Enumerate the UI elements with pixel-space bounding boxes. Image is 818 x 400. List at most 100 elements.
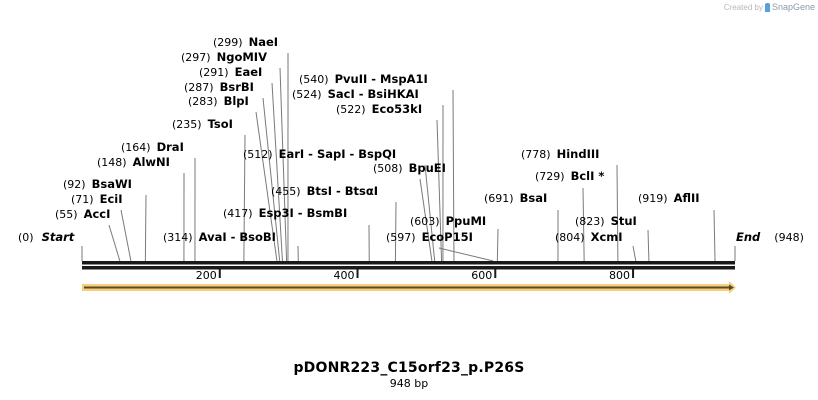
site-leader-line <box>419 178 433 262</box>
site-label[interactable]: (919) AflII <box>638 191 700 205</box>
enzyme-name: BlpI <box>224 94 249 108</box>
ruler-tick <box>356 269 359 278</box>
site-position: (540) <box>299 73 329 86</box>
site-label[interactable]: (297) NgoMIV <box>181 50 267 64</box>
site-position: (508) <box>373 162 403 175</box>
site-labels: (55) AccI(71) EciI (92) BsaWI (148) AlwNI(164)… <box>18 35 804 244</box>
site-position: (524) <box>292 88 322 101</box>
site-label[interactable]: (55) AccI <box>55 207 110 221</box>
site-leader-line <box>713 209 716 262</box>
site-leader-line <box>616 164 619 262</box>
enzyme-name: Eco53kI <box>372 102 423 116</box>
snapgene-credit: Created by SnapGene <box>724 2 815 12</box>
site-label[interactable]: (524) SacI - BsiHKAI <box>292 87 419 101</box>
site-leader-line <box>262 97 281 262</box>
site-leader-line <box>144 194 147 262</box>
site-label[interactable]: (691) BsaI <box>484 191 547 205</box>
site-label[interactable]: (71) EciI <box>71 192 123 206</box>
site-label[interactable]: (597) EcoP15I <box>386 230 473 244</box>
site-position: (283) <box>188 95 218 108</box>
site-position: (597) <box>386 231 416 244</box>
enzyme-name: PvuII - MspA1I <box>335 72 428 86</box>
site-position: (778) <box>521 148 551 161</box>
site-position: (804) <box>555 231 585 244</box>
enzyme-name: BclI * <box>571 169 605 183</box>
site-position: (691) <box>484 192 514 205</box>
site-label[interactable]: (287) BsrBI <box>184 80 254 94</box>
site-label[interactable]: (235) TsoI <box>172 117 233 131</box>
enzyme-name: EcoP15I <box>422 230 473 244</box>
feature-arrow[interactable] <box>82 281 736 294</box>
site-label[interactable]: (314) AvaI - BsoBI <box>163 230 276 244</box>
site-position: (235) <box>172 118 202 131</box>
site-leader-line <box>255 111 278 262</box>
enzyme-name: DraI <box>157 140 184 154</box>
site-label[interactable]: (729) BclI * <box>535 169 604 183</box>
site-position: (919) <box>638 192 668 205</box>
site-label[interactable]: (299) NaeI <box>213 35 278 49</box>
site-position: (71) <box>71 193 94 206</box>
site-position: (164) <box>121 141 151 154</box>
arrow-right-icon <box>729 284 734 291</box>
site-label[interactable]: (283) BlpI <box>188 94 249 108</box>
site-position: (92) <box>63 178 86 191</box>
site-leader-line <box>582 187 585 262</box>
site-leader-line <box>271 82 283 262</box>
enzyme-name: EarI - SapI - BspQI <box>279 147 397 161</box>
site-leader-line <box>452 89 455 262</box>
site-leader-line <box>647 229 650 262</box>
site-position: (823) <box>575 215 605 228</box>
site-leader-line <box>424 164 436 262</box>
site-position: (299) <box>213 36 243 49</box>
ruler-tick <box>218 269 221 278</box>
site-leader-line <box>632 245 637 262</box>
site-leader-line <box>436 119 443 262</box>
enzyme-name: AflII <box>674 191 700 205</box>
site-label[interactable]: (92) BsaWI <box>63 177 132 191</box>
enzyme-name: HindIII <box>557 147 600 161</box>
enzyme-name: TsoI <box>208 117 233 131</box>
ruler-tick <box>632 269 635 278</box>
site-label[interactable]: (417) Esp3I - BsmBI <box>223 206 347 220</box>
enzyme-name: AlwNI <box>133 155 170 169</box>
site-leader-lines <box>81 52 736 262</box>
enzyme-name: AccI <box>84 207 111 221</box>
site-label[interactable]: (164) DraI <box>121 140 184 154</box>
sequence-length: 948 bp <box>389 377 429 390</box>
enzyme-name: EciI <box>100 192 123 206</box>
enzyme-name: XcmI <box>591 230 623 244</box>
site-position: (522) <box>336 103 366 116</box>
site-label[interactable]: (455) BtsI - BtsαI <box>271 184 378 198</box>
site-label[interactable]: (603) PpuMI <box>410 214 486 228</box>
site-leader-line <box>243 134 246 262</box>
site-label[interactable]: (804) XcmI <box>555 230 623 244</box>
site-label[interactable]: (291) EaeI <box>199 65 262 79</box>
site-label[interactable]: (540) PvuII - MspA1I <box>299 72 428 86</box>
site-position: (291) <box>199 66 229 79</box>
site-position: (287) <box>184 81 214 94</box>
sequence-title: pDONR223_C15orf23_p.P26S <box>293 360 525 376</box>
site-label[interactable]: (508) BpuEI <box>373 161 446 175</box>
enzyme-name: AvaI - BsoBI <box>199 230 276 244</box>
site-position: (455) <box>271 185 301 198</box>
site-label[interactable]: (823) StuI <box>575 214 637 228</box>
site-label[interactable]: (778) HindIII <box>521 147 599 161</box>
enzyme-name: BsrBI <box>220 80 254 94</box>
site-label[interactable]: (148) AlwNI <box>97 155 170 169</box>
site-label[interactable]: (512) EarI - SapI - BspQI <box>243 147 396 161</box>
ruler-ticks: 200 400 600 800 <box>196 269 635 282</box>
site-position: (148) <box>97 156 127 169</box>
ruler-tick-label: 200 <box>196 269 217 282</box>
site-leader-line <box>496 228 499 262</box>
backbone-top-strand <box>82 261 735 265</box>
start-label: (0) Start <box>18 230 75 244</box>
site-label[interactable]: (522) Eco53kI <box>336 102 422 116</box>
site-position: (297) <box>181 51 211 64</box>
enzyme-name: BtsI - BtsαI <box>307 184 378 198</box>
enzyme-name: PpuMI <box>446 214 487 228</box>
site-position: (512) <box>243 148 273 161</box>
credit-brand: SnapGene <box>771 2 815 12</box>
snapgene-logo-icon <box>764 2 770 12</box>
site-leader-line <box>120 209 132 262</box>
